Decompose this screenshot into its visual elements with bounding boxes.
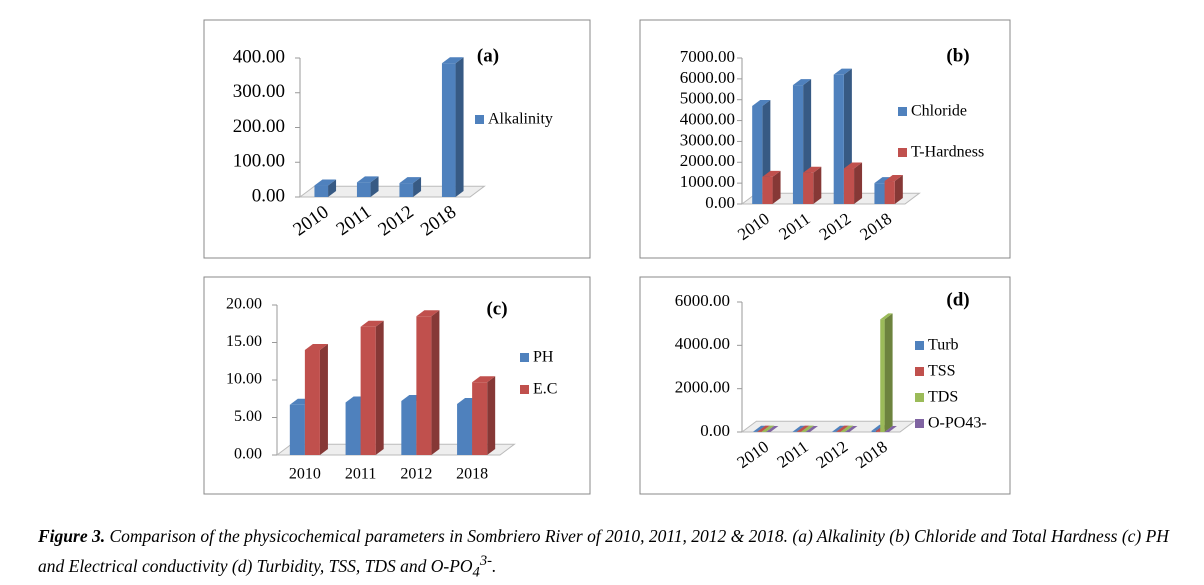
legend-swatch xyxy=(898,107,907,116)
bar xyxy=(361,327,376,455)
y-tick-label: 400.00 xyxy=(233,46,285,67)
bar xyxy=(442,63,456,197)
y-tick-label: 300.00 xyxy=(233,81,285,102)
legend-label: T-Hardness xyxy=(911,144,984,161)
y-tick-label: 0.00 xyxy=(252,185,285,206)
legend-swatch xyxy=(520,353,529,362)
caption: Figure 3. Comparison of the physicochemi… xyxy=(38,524,1188,585)
bar xyxy=(399,183,413,197)
bar xyxy=(346,403,361,456)
bar xyxy=(457,404,472,455)
x-tick-label: 2011 xyxy=(774,437,812,472)
bar-side xyxy=(487,376,495,455)
y-tick-label: 6000.00 xyxy=(680,68,735,87)
y-tick-label: 100.00 xyxy=(233,151,285,172)
x-tick-label: 2012 xyxy=(400,466,432,483)
y-tick-label: 3000.00 xyxy=(680,130,735,149)
bar-side xyxy=(431,310,439,455)
bar xyxy=(872,431,876,432)
legend-label: PH xyxy=(533,349,554,366)
legend-swatch xyxy=(475,115,484,124)
legend-swatch xyxy=(898,148,907,157)
y-tick-label: 6000.00 xyxy=(675,291,730,310)
bar xyxy=(762,177,772,204)
x-tick-label: 2010 xyxy=(289,466,321,483)
x-tick-label: 2012 xyxy=(816,209,855,244)
y-tick-label: 7000.00 xyxy=(680,47,735,66)
y-tick-label: 0.00 xyxy=(234,446,262,463)
bar xyxy=(793,85,803,204)
x-tick-label: 2010 xyxy=(289,201,332,240)
legend-label: O-PO43- xyxy=(928,415,987,432)
bar xyxy=(472,382,487,455)
legend-label: Turb xyxy=(928,337,959,354)
y-tick-label: 2000.00 xyxy=(675,378,730,397)
bar xyxy=(874,183,884,204)
legend-swatch xyxy=(520,385,529,394)
legend-label: Alkalinity xyxy=(488,111,553,128)
x-tick-label: 2011 xyxy=(333,201,376,240)
y-tick-label: 15.00 xyxy=(226,333,262,350)
y-tick-label: 5000.00 xyxy=(680,89,735,108)
panel-label: (a) xyxy=(477,45,499,66)
y-tick-label: 200.00 xyxy=(233,116,285,137)
y-tick-label: 0.00 xyxy=(705,193,735,212)
x-tick-label: 2012 xyxy=(813,437,852,472)
bar-side xyxy=(376,321,384,455)
legend-label: TSS xyxy=(928,363,956,380)
legend-label: E.C xyxy=(533,381,557,398)
bar xyxy=(876,431,880,432)
caption-sub: 4 xyxy=(473,564,480,580)
x-tick-label: 2018 xyxy=(417,201,460,240)
bar xyxy=(401,401,416,455)
panel-label: (b) xyxy=(946,45,969,66)
bar xyxy=(803,173,813,204)
legend-swatch xyxy=(915,341,924,350)
y-tick-label: 4000.00 xyxy=(675,334,730,353)
caption-text: Comparison of the physicochemical parame… xyxy=(38,526,1169,576)
bar xyxy=(885,181,895,204)
legend-label: Chloride xyxy=(911,103,967,120)
panel-label: (c) xyxy=(486,298,507,319)
bar xyxy=(834,75,844,204)
bar-side xyxy=(320,344,328,455)
x-tick-label: 2012 xyxy=(374,201,417,240)
caption-label: Figure 3. xyxy=(38,526,105,546)
bar-side xyxy=(456,57,464,197)
bar xyxy=(305,350,320,455)
legend-swatch xyxy=(915,393,924,402)
bar xyxy=(314,186,328,197)
bar-side xyxy=(885,313,893,432)
x-tick-label: 2018 xyxy=(856,209,895,244)
x-tick-label: 2018 xyxy=(852,437,891,472)
y-tick-label: 1000.00 xyxy=(680,172,735,191)
y-tick-label: 20.00 xyxy=(226,296,262,313)
bar xyxy=(290,405,305,455)
bar-side xyxy=(854,163,862,204)
x-tick-label: 2011 xyxy=(775,209,813,244)
bar xyxy=(844,169,854,204)
y-tick-label: 2000.00 xyxy=(680,151,735,170)
x-tick-label: 2010 xyxy=(734,209,773,244)
legend-label: TDS xyxy=(928,389,958,406)
bar-side xyxy=(813,167,821,204)
y-tick-label: 0.00 xyxy=(700,421,730,440)
y-tick-label: 4000.00 xyxy=(680,109,735,128)
bar xyxy=(752,106,762,204)
legend-swatch xyxy=(915,367,924,376)
caption-end: . xyxy=(492,556,496,576)
bar xyxy=(416,316,431,455)
caption-sup: 3- xyxy=(480,553,492,569)
bar xyxy=(357,182,371,197)
panel-label: (d) xyxy=(946,289,969,310)
y-tick-label: 5.00 xyxy=(234,408,262,425)
x-tick-label: 2011 xyxy=(345,466,376,483)
y-tick-label: 10.00 xyxy=(226,371,262,388)
x-tick-label: 2010 xyxy=(734,437,773,472)
x-tick-label: 2018 xyxy=(456,466,488,483)
bar xyxy=(880,319,884,432)
legend-swatch xyxy=(915,419,924,428)
